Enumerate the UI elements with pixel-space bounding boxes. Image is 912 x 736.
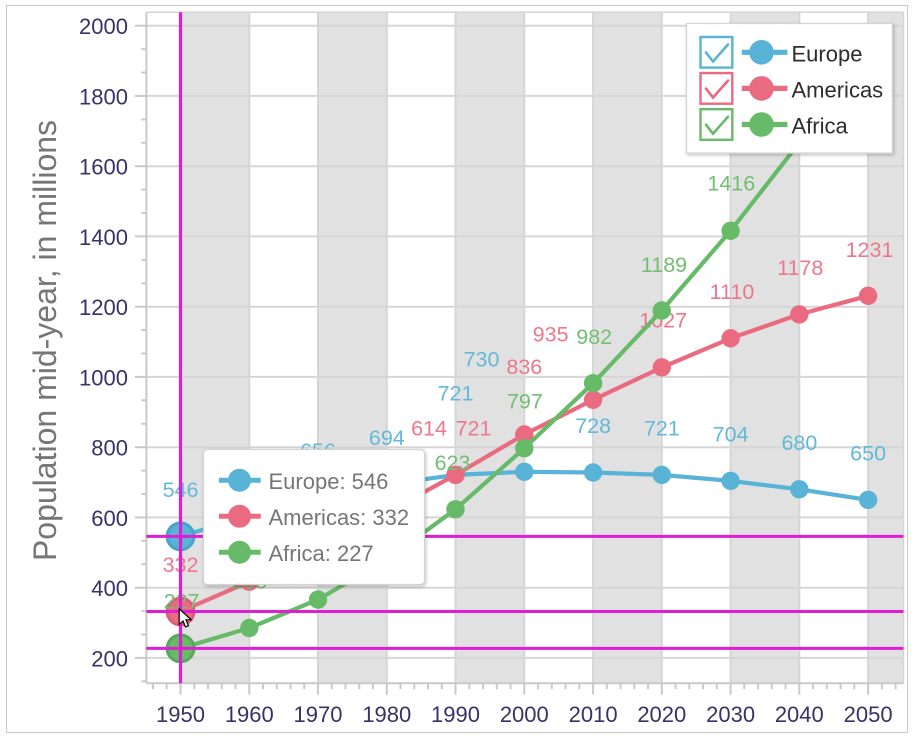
svg-text:935: 935 <box>533 323 569 347</box>
svg-text:Europe: Europe <box>792 41 863 66</box>
svg-text:1990: 1990 <box>431 702 480 727</box>
svg-text:650: 650 <box>850 441 886 465</box>
svg-text:1800: 1800 <box>79 84 128 109</box>
svg-text:704: 704 <box>713 422 749 446</box>
svg-text:Africa: Africa <box>792 114 849 139</box>
svg-text:2050: 2050 <box>844 702 893 727</box>
svg-text:680: 680 <box>781 431 817 455</box>
svg-text:694: 694 <box>369 426 405 450</box>
svg-text:400: 400 <box>91 576 128 601</box>
svg-text:1980: 1980 <box>362 702 411 727</box>
svg-text:1189: 1189 <box>641 253 687 277</box>
svg-text:800: 800 <box>91 436 128 461</box>
svg-text:1231: 1231 <box>846 238 894 262</box>
svg-text:Europe: 546: Europe: 546 <box>269 469 389 494</box>
svg-text:721: 721 <box>438 382 474 406</box>
svg-text:1000: 1000 <box>79 365 128 390</box>
svg-text:730: 730 <box>464 348 500 372</box>
svg-text:1178: 1178 <box>777 256 823 280</box>
svg-text:721: 721 <box>456 417 492 441</box>
svg-text:1200: 1200 <box>79 295 128 320</box>
svg-text:2030: 2030 <box>706 702 755 727</box>
svg-text:836: 836 <box>506 355 542 379</box>
svg-text:2040: 2040 <box>775 702 824 727</box>
svg-text:2000: 2000 <box>79 14 128 39</box>
svg-text:1400: 1400 <box>79 225 128 250</box>
svg-text:1960: 1960 <box>225 702 274 727</box>
svg-text:Americas: 332: Americas: 332 <box>269 505 410 530</box>
svg-text:1950: 1950 <box>156 702 205 727</box>
svg-text:Population mid-year, in millio: Population mid-year, in millions <box>27 120 63 561</box>
svg-text:1110: 1110 <box>710 280 755 304</box>
svg-text:Americas: Americas <box>792 77 884 102</box>
svg-text:614: 614 <box>411 417 447 441</box>
svg-text:2020: 2020 <box>637 702 686 727</box>
svg-text:1600: 1600 <box>79 155 128 180</box>
svg-text:600: 600 <box>91 506 128 531</box>
svg-text:1416: 1416 <box>707 172 755 196</box>
svg-text:Africa: 227: Africa: 227 <box>269 541 374 566</box>
svg-text:200: 200 <box>91 646 128 671</box>
svg-text:2000: 2000 <box>500 702 549 727</box>
svg-text:982: 982 <box>576 325 612 349</box>
svg-text:2010: 2010 <box>569 702 618 727</box>
svg-text:1970: 1970 <box>294 702 343 727</box>
svg-text:623: 623 <box>435 451 471 475</box>
svg-text:721: 721 <box>644 416 680 440</box>
svg-text:797: 797 <box>507 390 543 414</box>
svg-text:728: 728 <box>575 414 611 438</box>
